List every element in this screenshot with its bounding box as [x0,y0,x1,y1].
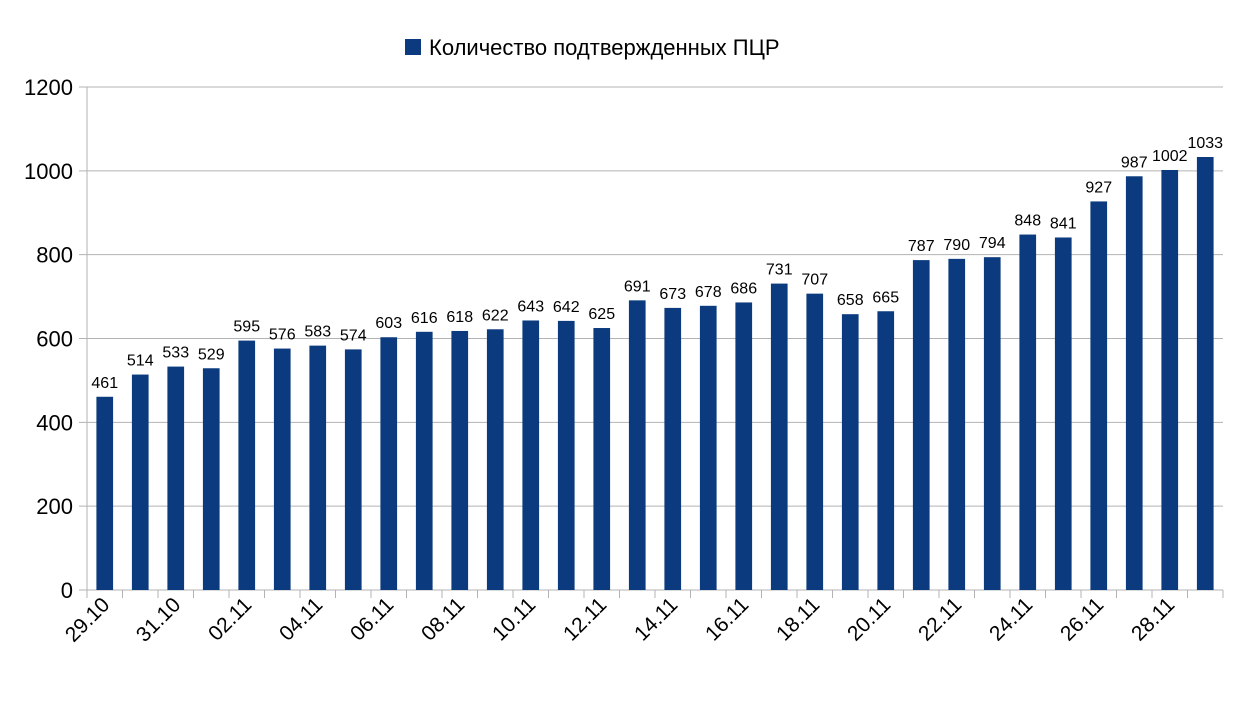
data-label: 987 [1121,154,1148,171]
data-label: 794 [979,235,1006,252]
data-label: 678 [695,284,722,301]
data-label: 848 [1014,213,1041,230]
data-label: 595 [233,319,260,336]
bar [415,331,433,590]
data-label: 461 [91,375,118,392]
data-label: 529 [198,346,225,363]
x-tick-label: 16.11 [701,593,753,645]
x-tick-label: 14.11 [630,593,682,645]
bar [380,337,398,590]
bar [664,307,682,590]
data-label: 1033 [1187,135,1223,152]
data-label: 731 [766,262,793,279]
data-label: 691 [624,278,651,295]
y-axis-ticks: 0 200 400 600 800 1000 1200 [24,75,73,603]
bar [912,260,930,590]
x-tick-label: 20.11 [843,593,895,645]
bar [1196,157,1214,590]
y-tick-label: 0 [61,578,73,603]
bar [735,302,753,590]
x-tick-label: 12.11 [559,593,611,645]
x-tick-label: 02.11 [204,593,256,645]
legend-label: Количество подтвержденных ПЦР [429,35,780,60]
x-tick-label: 24.11 [985,593,1037,645]
x-axis-ticks: 29.10 31.10 02.11 04.11 06.11 08.11 10.11 12.11… [61,590,1224,647]
bar [131,374,149,590]
data-label: 576 [269,327,296,344]
bar [1019,234,1037,590]
data-label: 927 [1085,179,1112,196]
bar [1125,176,1143,590]
y-tick-label: 600 [36,327,73,352]
y-tick-label: 200 [36,494,73,519]
y-tick-label: 1000 [24,159,73,184]
data-labels: 461 514 533 529 595 576 583 574 603 616 618 622 643 6… [91,135,1223,392]
bar [522,320,540,590]
bar [877,311,895,590]
x-tick-label: 04.11 [275,593,327,645]
bar [451,330,469,590]
data-label: 707 [801,272,828,289]
bar [699,305,717,590]
data-label: 841 [1050,215,1077,232]
bar [167,366,185,590]
x-tick-label: 26.11 [1056,593,1108,645]
data-label: 514 [127,353,154,370]
data-label: 787 [908,238,935,255]
data-label: 616 [411,310,438,327]
data-label: 686 [730,280,757,297]
x-tick-label: 08.11 [417,593,469,645]
y-tick-label: 400 [36,410,73,435]
bar [628,300,646,590]
bars [96,157,1214,590]
data-label: 622 [482,307,509,324]
data-label: 533 [162,345,189,362]
bar [557,320,575,590]
bar [770,283,788,590]
data-label: 642 [553,299,580,316]
bar [1161,169,1179,590]
bar [983,257,1001,590]
x-tick-label: 18.11 [772,593,824,645]
x-tick-label: 10.11 [488,593,540,645]
bar [806,293,824,590]
x-tick-label: 06.11 [346,593,398,645]
bar [202,368,220,590]
legend-swatch [405,39,421,55]
bar [1054,237,1072,590]
data-label: 643 [517,298,544,315]
x-tick-label: 28.11 [1127,593,1179,645]
data-label: 603 [375,315,402,332]
y-tick-label: 800 [36,243,73,268]
data-label: 665 [872,289,899,306]
bar [344,349,362,590]
data-label: 574 [340,327,367,344]
bar [948,258,966,590]
bar [96,396,114,590]
bar [841,314,859,590]
bar [593,328,611,590]
x-tick-label: 31.10 [132,593,185,646]
data-label: 790 [943,237,970,254]
legend: Количество подтвержденных ПЦР [405,35,780,60]
bar [486,329,504,590]
data-label: 625 [588,306,615,323]
bar [1090,201,1108,590]
bar [238,340,256,590]
data-label: 658 [837,292,864,309]
bar [309,345,327,590]
data-label: 1002 [1152,148,1188,165]
gridlines [79,86,1223,598]
y-tick-label: 1200 [24,75,73,100]
data-label: 673 [659,286,686,303]
bar [273,348,291,590]
x-tick-label: 22.11 [914,593,966,645]
data-label: 583 [304,324,331,341]
data-label: 618 [446,309,473,326]
